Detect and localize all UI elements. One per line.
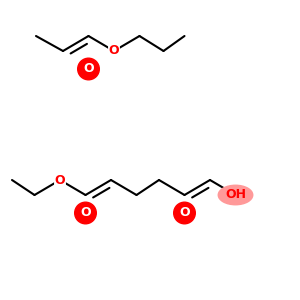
Text: O: O bbox=[83, 62, 94, 76]
Text: O: O bbox=[55, 173, 65, 187]
Circle shape bbox=[174, 202, 195, 224]
Text: O: O bbox=[179, 206, 190, 220]
Ellipse shape bbox=[218, 185, 253, 205]
Circle shape bbox=[75, 202, 96, 224]
Text: OH: OH bbox=[225, 188, 246, 202]
Circle shape bbox=[78, 58, 99, 80]
Text: O: O bbox=[109, 44, 119, 58]
Text: O: O bbox=[80, 206, 91, 220]
